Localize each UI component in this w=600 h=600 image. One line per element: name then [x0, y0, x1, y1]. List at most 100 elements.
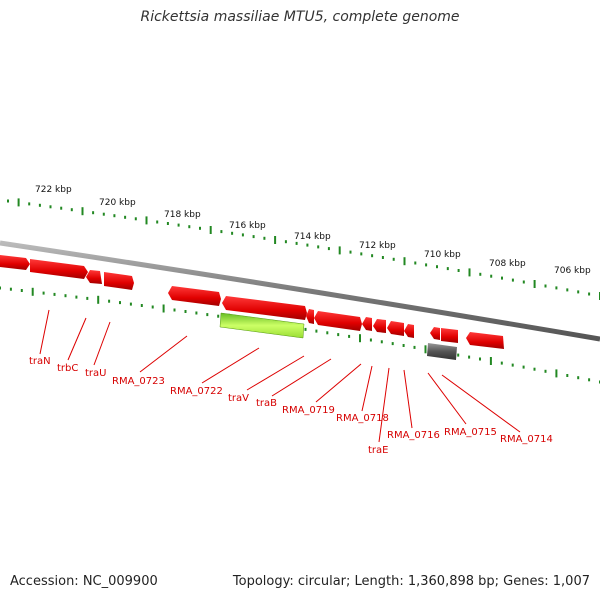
scale-label: 718 kbp — [164, 210, 201, 220]
scale-label: 708 kbp — [489, 259, 526, 269]
minor-tick — [566, 374, 569, 377]
minor-tick — [75, 295, 78, 299]
minor-tick — [49, 205, 52, 209]
scale-label: 720 kbp — [99, 198, 136, 208]
gene-traE[interactable] — [387, 321, 404, 336]
gene-label-traB[interactable]: traB — [256, 398, 277, 409]
gene-labels: traN trbC traU RMA_0723 RMA_0722 traV tr… — [29, 356, 553, 456]
major-tick — [555, 369, 558, 378]
minor-tick — [252, 235, 255, 239]
major-tick — [162, 304, 165, 313]
gene-label-RMA_0719[interactable]: RMA_0719 — [282, 405, 335, 416]
gene-traB[interactable] — [314, 311, 362, 331]
minor-tick — [108, 299, 111, 303]
minor-tick — [479, 357, 481, 361]
major-tick — [533, 280, 536, 288]
gene-label-RMA_0722[interactable]: RMA_0722 — [170, 386, 223, 397]
gene-traN[interactable] — [0, 255, 30, 270]
minor-tick — [70, 208, 73, 212]
minor-tick — [166, 222, 169, 225]
minor-tick — [7, 199, 9, 203]
minor-tick — [326, 331, 329, 335]
minor-tick — [134, 217, 137, 221]
minor-tick — [177, 223, 180, 227]
minor-tick — [53, 292, 56, 296]
gene-label-traU[interactable]: traU — [85, 368, 106, 379]
gene-label-traE[interactable]: traE — [368, 445, 388, 456]
outer-scale-ticks — [7, 198, 600, 300]
minor-tick — [446, 267, 449, 271]
minor-tick — [304, 327, 307, 331]
minor-tick — [220, 230, 223, 234]
callout-lines — [39, 309, 521, 443]
minor-tick — [381, 256, 384, 259]
minor-tick — [284, 240, 287, 244]
minor-tick — [206, 313, 209, 317]
scale-label: 722 kbp — [35, 185, 72, 195]
minor-tick — [315, 329, 318, 333]
major-tick — [209, 226, 212, 234]
gene-label-traV[interactable]: traV — [228, 393, 249, 404]
minor-tick — [263, 236, 266, 240]
minor-tick — [566, 288, 569, 292]
gene-other[interactable] — [427, 343, 457, 360]
gene-label-RMA_0716[interactable]: RMA_0716 — [387, 430, 440, 441]
minor-tick — [140, 304, 143, 307]
gene-trbC[interactable] — [30, 259, 88, 279]
gene-RMA_0714[interactable] — [466, 332, 504, 349]
gene-label-RMA_0723[interactable]: RMA_0723 — [112, 376, 165, 387]
minor-tick — [457, 269, 460, 272]
gene-label-RMA_0718[interactable]: RMA_0718 — [336, 413, 389, 424]
minor-tick — [102, 212, 105, 216]
minor-tick — [577, 290, 580, 294]
minor-tick — [42, 291, 45, 295]
gene-RMA_0718[interactable] — [373, 319, 386, 333]
minor-tick — [184, 310, 187, 313]
major-tick — [424, 345, 427, 354]
gene-RMA_0715-b[interactable] — [441, 328, 458, 343]
minor-tick — [479, 272, 482, 276]
topology-label: Topology: circular; Length: 1,360,898 bp… — [232, 574, 590, 589]
minor-tick — [337, 333, 340, 337]
gene-label-RMA_0715[interactable]: RMA_0715 — [444, 427, 497, 438]
major-tick — [359, 334, 361, 343]
gene-traU[interactable] — [104, 272, 134, 290]
minor-tick — [413, 345, 416, 349]
minor-tick — [173, 308, 176, 312]
minor-tick — [348, 334, 351, 338]
gene-RMA_0719[interactable] — [362, 317, 372, 331]
minor-tick — [501, 276, 503, 280]
gene-RMA_0722[interactable] — [222, 296, 307, 320]
major-tick — [17, 198, 20, 207]
minor-tick — [349, 250, 352, 254]
gene-traU-a[interactable] — [86, 270, 102, 284]
minor-tick — [468, 355, 471, 359]
minor-tick — [392, 257, 395, 261]
gene-traV[interactable] — [306, 309, 314, 324]
minor-tick — [588, 292, 591, 296]
gene-label-RMA_0714[interactable]: RMA_0714 — [500, 434, 553, 445]
scale-label: 706 kbp — [554, 266, 591, 276]
gene-label-trbC[interactable]: trbC — [57, 363, 78, 374]
scale-label: 710 kbp — [424, 250, 461, 260]
minor-tick — [544, 369, 547, 373]
genes — [0, 255, 504, 360]
minor-tick — [92, 211, 95, 215]
minor-tick — [414, 261, 417, 265]
gene-label-traN[interactable]: traN — [29, 356, 51, 367]
gene-RMA_0716[interactable] — [404, 324, 414, 338]
gene-RMA_0715[interactable] — [430, 327, 440, 340]
minor-tick — [369, 338, 372, 342]
map-title: Rickettsia massiliae MTU5, complete geno… — [140, 9, 460, 25]
minor-tick — [217, 314, 220, 318]
gene-highlight[interactable] — [219, 312, 305, 339]
minor-tick — [402, 344, 405, 347]
gene-RMA_0723[interactable] — [168, 286, 221, 306]
major-tick — [468, 268, 471, 277]
minor-tick — [511, 278, 514, 282]
minor-tick — [38, 203, 41, 207]
minor-tick — [327, 247, 330, 251]
minor-tick — [457, 353, 460, 357]
genome-backbone — [0, 240, 600, 342]
